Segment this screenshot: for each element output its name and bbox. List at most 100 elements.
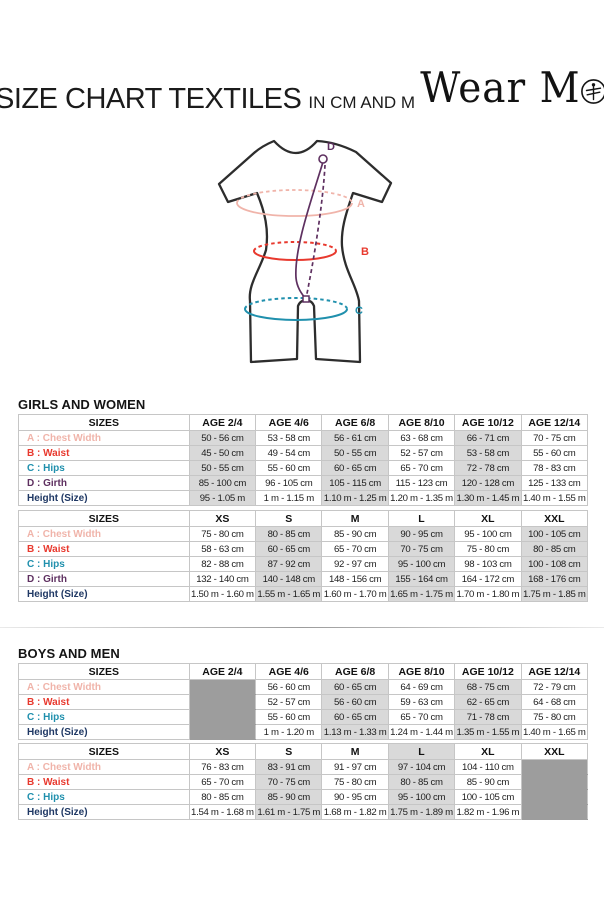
label-d: D xyxy=(327,141,335,153)
table-row: C : Hips 80 - 85 cm 85 - 90 cm 90 - 95 cm 95… xyxy=(18,789,589,805)
value-cell: 55 - 60 cm xyxy=(255,709,323,725)
row-label: A : Chest Width xyxy=(18,759,190,775)
value-cell: 125 - 133 cm xyxy=(520,475,589,491)
page-title: SIZE CHART TEXTILES IN CM AND M xyxy=(0,83,415,116)
column-header: AGE 4/6 xyxy=(255,663,323,680)
value-cell: 45 - 50 cm xyxy=(188,445,257,461)
column-header-sizes: SIZES xyxy=(18,743,190,760)
value-cell: 1.24 m - 1.44 m xyxy=(387,724,456,740)
value-cell: 58 - 63 cm xyxy=(188,541,257,557)
brand-logo-text-left: Wear M xyxy=(420,64,581,113)
row-label: A : Chest Width xyxy=(18,679,190,695)
size-table-boys-age: SIZES AGE 2/4 AGE 4/6 AGE 6/8 AGE 8/10 AGE 10… xyxy=(18,663,589,740)
value-cell: 96 - 105 cm xyxy=(255,475,323,491)
value-cell: 63 - 68 cm xyxy=(387,430,456,446)
value-cell: 72 - 78 cm xyxy=(454,460,522,476)
value-cell: 65 - 70 cm xyxy=(188,774,257,790)
value-cell xyxy=(520,804,589,820)
value-cell: 1.13 m - 1.33 m xyxy=(321,724,389,740)
value-cell: 66 - 71 cm xyxy=(454,430,522,446)
row-label: B : Waist xyxy=(18,774,190,790)
brand-logo: Wear M i xyxy=(420,64,604,113)
row-label: A : Chest Width xyxy=(18,430,190,446)
value-cell: 55 - 60 cm xyxy=(520,445,589,461)
value-cell: 75 - 80 cm xyxy=(520,709,589,725)
table-girls-age-wrap: SIZES AGE 2/4 AGE 4/6 AGE 6/8 AGE 8/10 AGE 10… xyxy=(18,414,589,506)
column-header: AGE 12/14 xyxy=(520,663,589,680)
value-cell: 100 - 105 cm xyxy=(520,526,589,542)
table-row: C : Hips 55 - 60 cm 60 - 65 cm 65 - 70 cm 71… xyxy=(18,709,589,725)
value-cell: 70 - 75 cm xyxy=(255,774,323,790)
value-cell: 56 - 61 cm xyxy=(321,430,389,446)
value-cell: 115 - 123 cm xyxy=(387,475,456,491)
hips-ellipse-bottom xyxy=(244,308,348,321)
column-header: AGE 8/10 xyxy=(387,414,456,431)
chest-ellipse-bottom xyxy=(236,202,353,217)
value-cell xyxy=(520,774,589,790)
section-heading-girls-women: GIRLS AND WOMEN xyxy=(18,397,146,412)
value-cell: 76 - 83 cm xyxy=(188,759,257,775)
table-row: B : Waist 58 - 63 cm 60 - 65 cm 65 - 70 cm 7… xyxy=(18,541,589,557)
value-cell: 168 - 176 cm xyxy=(520,571,589,587)
value-cell: 1.70 m - 1.80 m xyxy=(454,586,522,602)
row-label: D : Girth xyxy=(18,475,190,491)
value-cell: 1.55 m - 1.65 m xyxy=(255,586,323,602)
section-heading-boys-men: BOYS AND MEN xyxy=(18,646,120,661)
column-header: AGE 8/10 xyxy=(387,663,456,680)
size-table-girls-age: SIZES AGE 2/4 AGE 4/6 AGE 6/8 AGE 8/10 AGE 10… xyxy=(18,414,589,506)
column-header: M xyxy=(321,510,389,527)
table-boys-letter-wrap: SIZES XS S M L XL XXL A : Chest Width 76 - 83 cm… xyxy=(18,743,589,820)
column-header: XS xyxy=(188,510,257,527)
hips-ellipse-top xyxy=(244,297,348,310)
value-cell: 1.61 m - 1.75 m xyxy=(255,804,323,820)
value-cell: 56 - 60 cm xyxy=(321,694,389,710)
value-cell: 60 - 65 cm xyxy=(321,460,389,476)
value-cell: 95 - 1.05 m xyxy=(188,490,257,506)
column-header: XXL xyxy=(520,743,589,760)
table-row: C : Hips 82 - 88 cm 87 - 92 cm 92 - 97 cm 95… xyxy=(18,556,589,572)
value-cell: 64 - 69 cm xyxy=(387,679,456,695)
value-cell: 65 - 70 cm xyxy=(387,460,456,476)
column-header: S xyxy=(255,743,323,760)
value-cell: 1.10 m - 1.25 m xyxy=(321,490,389,506)
value-cell: 120 - 128 cm xyxy=(454,475,522,491)
value-cell xyxy=(188,679,257,695)
value-cell: 70 - 75 cm xyxy=(387,541,456,557)
value-cell: 52 - 57 cm xyxy=(255,694,323,710)
size-table-boys-letter: SIZES XS S M L XL XXL A : Chest Width 76 - 83 cm… xyxy=(18,743,589,820)
value-cell: 53 - 58 cm xyxy=(454,445,522,461)
value-cell: 50 - 56 cm xyxy=(188,430,257,446)
value-cell: 53 - 58 cm xyxy=(255,430,323,446)
girth-crotch-point xyxy=(302,295,310,303)
measurement-mannequin-diagram: A B C D xyxy=(217,139,393,364)
column-header: L xyxy=(387,510,456,527)
value-cell: 75 - 80 cm xyxy=(321,774,389,790)
value-cell: 1.30 m - 1.45 m xyxy=(454,490,522,506)
value-cell: 78 - 83 cm xyxy=(520,460,589,476)
value-cell: 75 - 80 cm xyxy=(188,526,257,542)
table-row: A : Chest Width 76 - 83 cm 83 - 91 cm 91 - … xyxy=(18,759,589,775)
value-cell: 85 - 90 cm xyxy=(454,774,522,790)
table-row: B : Waist 52 - 57 cm 56 - 60 cm 59 - 63 cm 6… xyxy=(18,694,589,710)
value-cell xyxy=(188,724,257,740)
row-label: B : Waist xyxy=(18,445,190,461)
value-cell: 72 - 79 cm xyxy=(520,679,589,695)
column-header: AGE 2/4 xyxy=(188,414,257,431)
value-cell xyxy=(188,694,257,710)
column-header-sizes: SIZES xyxy=(18,414,190,431)
column-header: AGE 12/14 xyxy=(520,414,589,431)
table-boys-age-wrap: SIZES AGE 2/4 AGE 4/6 AGE 6/8 AGE 8/10 AGE 10… xyxy=(18,663,589,740)
column-header: XXL xyxy=(520,510,589,527)
table-row: Height (Size) 1.50 m - 1.60 m 1.55 m - 1.6… xyxy=(18,586,589,602)
column-header: AGE 6/8 xyxy=(321,414,389,431)
table-girls-letter-wrap: SIZES XS S M L XL XXL A : Chest Width 75 - 80 cm… xyxy=(18,510,589,602)
value-cell: 85 - 100 cm xyxy=(188,475,257,491)
girth-line-front xyxy=(295,161,324,299)
value-cell: 140 - 148 cm xyxy=(255,571,323,587)
value-cell: 1.20 m - 1.35 m xyxy=(387,490,456,506)
value-cell: 82 - 88 cm xyxy=(188,556,257,572)
value-cell: 68 - 75 cm xyxy=(454,679,522,695)
table-row: Height (Size) 1 m - 1.20 m 1.13 m - 1.33 m… xyxy=(18,724,589,740)
page-title-units: IN CM AND M xyxy=(308,93,416,112)
